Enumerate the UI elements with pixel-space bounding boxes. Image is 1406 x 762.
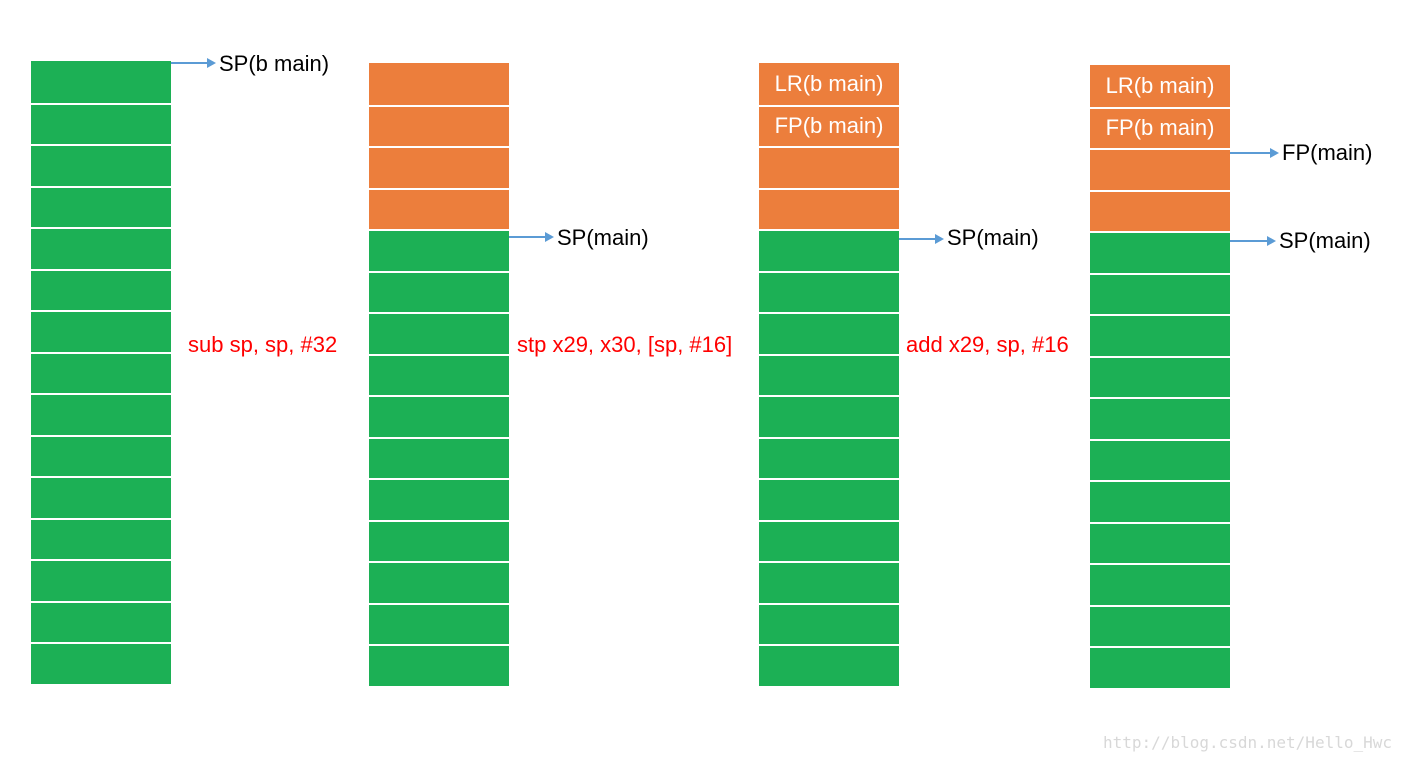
stack-cell xyxy=(1090,397,1230,439)
stack-cell xyxy=(369,602,509,644)
stack-cell xyxy=(369,395,509,437)
stack-cell: LR(b main) xyxy=(1090,65,1230,107)
stack-cell xyxy=(369,353,509,395)
stack-cell xyxy=(759,187,899,229)
stack-after-add: LR(b main) FP(b main) xyxy=(1090,65,1230,688)
instruction-sub-sp: sub sp, sp, #32 xyxy=(188,332,338,357)
stack-cell xyxy=(1090,314,1230,356)
stack-cell xyxy=(31,351,171,393)
stack-after-stp: LR(b main) FP(b main) xyxy=(759,63,899,686)
stack-cell xyxy=(759,312,899,354)
sp-main-arrow-4 xyxy=(1230,236,1276,246)
stack-cell xyxy=(369,229,509,271)
stack-cell xyxy=(369,312,509,354)
stack-cell: FP(b main) xyxy=(1090,106,1230,148)
instruction-add-x29: add x29, sp, #16 xyxy=(906,332,1069,357)
stack-cell xyxy=(31,227,171,269)
stack-cell xyxy=(1090,646,1230,688)
stack-initial xyxy=(31,61,171,684)
stack-after-sub xyxy=(369,63,509,686)
stack-cell xyxy=(31,434,171,476)
instruction-stp: stp x29, x30, [sp, #16] xyxy=(517,332,733,357)
sp-main-label-4: SP(main) xyxy=(1279,228,1371,253)
stack-cell xyxy=(369,187,509,229)
stack-cell xyxy=(1090,355,1230,397)
sp-main-arrow-3 xyxy=(899,234,944,244)
stack-cell xyxy=(759,561,899,603)
stack-cell xyxy=(31,102,171,144)
stack-cell xyxy=(759,602,899,644)
stack-cell xyxy=(759,478,899,520)
stack-cell xyxy=(31,393,171,435)
stack-cell xyxy=(759,146,899,188)
stack-cell xyxy=(1090,148,1230,190)
stack-cell xyxy=(31,144,171,186)
stack-cell xyxy=(369,519,509,561)
fp-main-label-4: FP(main) xyxy=(1282,140,1373,165)
stack-cell xyxy=(31,268,171,310)
stack-cell xyxy=(759,395,899,437)
stack-cell xyxy=(1090,480,1230,522)
stack-cell xyxy=(31,185,171,227)
stack-cell xyxy=(369,104,509,146)
sp-main-label-2: SP(main) xyxy=(557,225,649,250)
sp-b-main-label: SP(b main) xyxy=(219,51,330,76)
fp-main-arrow-4 xyxy=(1230,148,1279,158)
stack-cell xyxy=(369,478,509,520)
stack-cell xyxy=(1090,604,1230,646)
stack-cell xyxy=(369,561,509,603)
stack-cell xyxy=(1090,563,1230,605)
stack-cell xyxy=(31,310,171,352)
stack-cell xyxy=(31,517,171,559)
stack-cell xyxy=(759,270,899,312)
stack-cell: LR(b main) xyxy=(759,63,899,105)
stack-cell xyxy=(369,146,509,188)
stack-cell xyxy=(759,644,899,686)
stack-cell xyxy=(1090,521,1230,563)
stack-cell xyxy=(31,642,171,684)
stack-cell xyxy=(369,436,509,478)
sp-main-arrow-2 xyxy=(509,232,554,242)
stack-cell xyxy=(1090,231,1230,273)
stack-cell xyxy=(759,229,899,271)
stack-cell xyxy=(31,61,171,103)
stack-cell xyxy=(369,270,509,312)
stack-cell xyxy=(31,600,171,642)
stack-cell xyxy=(1090,272,1230,314)
stack-cell xyxy=(759,353,899,395)
stack-cell xyxy=(1090,438,1230,480)
sp-b-main-arrow xyxy=(171,58,216,68)
stack-cell xyxy=(31,559,171,601)
stack-cell xyxy=(759,519,899,561)
stack-cell xyxy=(31,476,171,518)
stack-cell xyxy=(369,644,509,686)
stack-cell xyxy=(369,63,509,105)
watermark: http://blog.csdn.net/Hello_Hwc xyxy=(1103,733,1392,752)
stack-cell xyxy=(759,436,899,478)
sp-main-label-3: SP(main) xyxy=(947,225,1039,250)
stack-cell: FP(b main) xyxy=(759,104,899,146)
stack-cell xyxy=(1090,189,1230,231)
